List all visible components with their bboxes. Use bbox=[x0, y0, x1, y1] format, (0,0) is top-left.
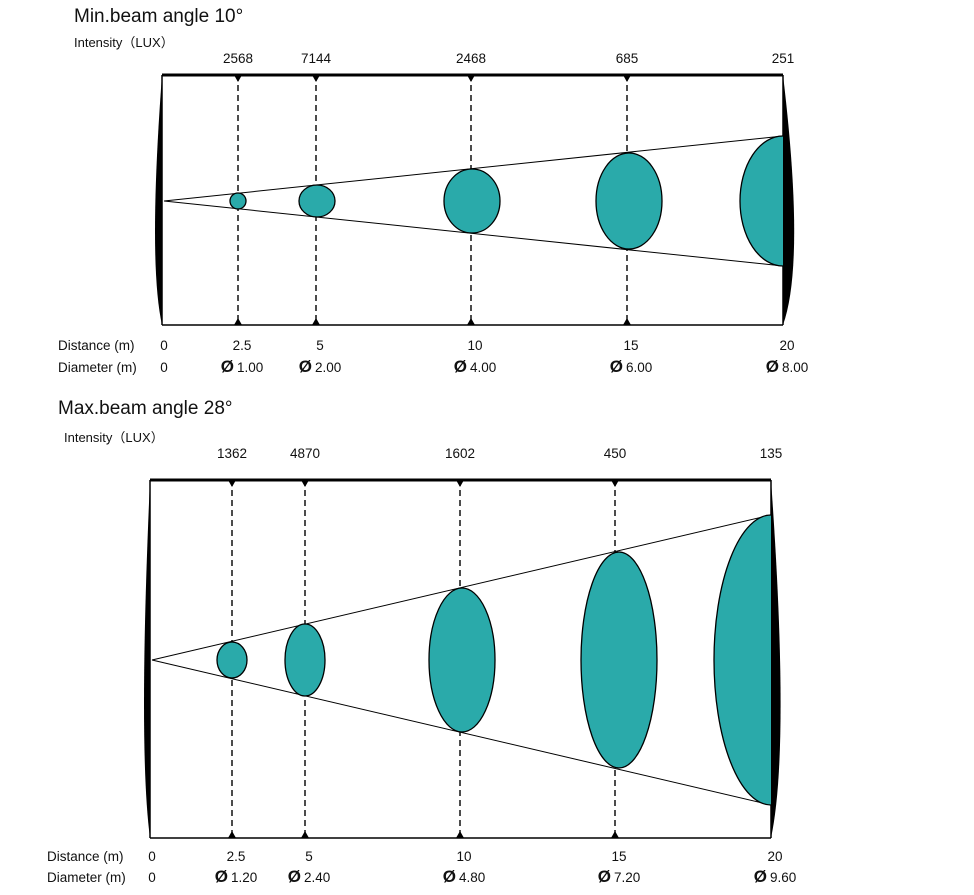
marker-triangle-bottom bbox=[611, 831, 619, 838]
marker-triangle-top bbox=[312, 75, 320, 82]
panel-title: Max.beam angle 28° bbox=[58, 398, 232, 419]
beam-spot bbox=[580, 551, 658, 769]
distance-value: 10 bbox=[456, 849, 471, 864]
diameter-number: 9.60 bbox=[770, 870, 796, 885]
beam-spot bbox=[216, 641, 248, 679]
distance-origin: 0 bbox=[160, 338, 168, 353]
diameter-value: Ø 9.60 bbox=[754, 867, 797, 886]
distance-value: 10 bbox=[467, 338, 482, 353]
marker-triangle-top bbox=[623, 75, 631, 82]
panel-max-beam bbox=[144, 478, 781, 839]
diameter-origin: 0 bbox=[148, 870, 156, 885]
intensity-value: 450 bbox=[604, 446, 627, 461]
intensity-label: Intensity（LUX） bbox=[74, 35, 174, 50]
diameter-symbol: Ø bbox=[598, 867, 611, 886]
right-light-curve bbox=[783, 75, 795, 325]
diameter-label: Diameter (m) bbox=[58, 360, 137, 375]
distance-label: Distance (m) bbox=[58, 338, 135, 353]
panel-min-beam bbox=[155, 73, 795, 326]
diameter-value: Ø 1.20 bbox=[215, 867, 258, 886]
diameter-value: Ø 2.40 bbox=[288, 867, 331, 886]
diameter-value: Ø 4.00 bbox=[454, 357, 497, 376]
intensity-value: 2468 bbox=[456, 51, 486, 66]
diameter-value: Ø 8.00 bbox=[766, 357, 809, 376]
diameter-value: Ø 7.20 bbox=[598, 867, 641, 886]
beam-spot bbox=[595, 152, 663, 250]
intensity-value: 135 bbox=[760, 446, 783, 461]
diameter-symbol: Ø bbox=[215, 867, 228, 886]
marker-triangle-top bbox=[456, 480, 464, 487]
beam-spot bbox=[298, 184, 336, 218]
intensity-label: Intensity（LUX） bbox=[64, 430, 164, 445]
marker-triangle-bottom bbox=[623, 318, 631, 325]
right-light-curve bbox=[771, 480, 781, 838]
marker-triangle-bottom bbox=[312, 318, 320, 325]
intensity-value: 1362 bbox=[217, 446, 247, 461]
diameter-number: 7.20 bbox=[614, 870, 640, 885]
intensity-value: 4870 bbox=[290, 446, 320, 461]
diameter-value: Ø 4.80 bbox=[443, 867, 486, 886]
diameter-number: 2.40 bbox=[304, 870, 330, 885]
intensity-value: 251 bbox=[772, 51, 795, 66]
diameter-number: 2.00 bbox=[315, 360, 341, 375]
beam-spot bbox=[713, 514, 771, 806]
diameter-symbol: Ø bbox=[299, 357, 312, 376]
left-light-curve bbox=[155, 75, 162, 325]
beam-spot bbox=[428, 587, 496, 733]
marker-triangle-top bbox=[301, 480, 309, 487]
diameter-symbol: Ø bbox=[454, 357, 467, 376]
marker-triangle-top bbox=[228, 480, 236, 487]
intensity-value: 2568 bbox=[223, 51, 253, 66]
distance-label: Distance (m) bbox=[47, 849, 124, 864]
diameter-label: Diameter (m) bbox=[47, 870, 126, 885]
diameter-symbol: Ø bbox=[754, 867, 767, 886]
diameter-number: 1.00 bbox=[237, 360, 263, 375]
diameter-symbol: Ø bbox=[610, 357, 623, 376]
distance-value: 2.5 bbox=[233, 338, 252, 353]
marker-triangle-top bbox=[611, 480, 619, 487]
diameter-symbol: Ø bbox=[766, 357, 779, 376]
beam-spot bbox=[739, 135, 783, 267]
panel-title: Min.beam angle 10° bbox=[74, 6, 243, 27]
distance-value: 20 bbox=[767, 849, 782, 864]
intensity-value: 1602 bbox=[445, 446, 475, 461]
diameter-symbol: Ø bbox=[221, 357, 234, 376]
diameter-value: Ø 6.00 bbox=[610, 357, 653, 376]
marker-triangle-top bbox=[234, 75, 242, 82]
distance-value: 5 bbox=[316, 338, 324, 353]
diameter-number: 8.00 bbox=[782, 360, 808, 375]
diameter-symbol: Ø bbox=[288, 867, 301, 886]
left-light-curve bbox=[144, 480, 150, 838]
distance-value: 2.5 bbox=[227, 849, 246, 864]
beam-spot bbox=[443, 168, 501, 234]
marker-triangle-bottom bbox=[234, 318, 242, 325]
marker-triangle-top bbox=[467, 75, 475, 82]
distance-origin: 0 bbox=[148, 849, 156, 864]
diameter-symbol: Ø bbox=[443, 867, 456, 886]
marker-triangle-bottom bbox=[228, 831, 236, 838]
diameter-value: Ø 2.00 bbox=[299, 357, 342, 376]
intensity-value: 685 bbox=[616, 51, 639, 66]
diameter-value: Ø 1.00 bbox=[221, 357, 264, 376]
marker-triangle-bottom bbox=[467, 318, 475, 325]
distance-value: 15 bbox=[623, 338, 638, 353]
beam-spot bbox=[229, 192, 247, 210]
diameter-number: 4.80 bbox=[459, 870, 485, 885]
diameter-number: 4.00 bbox=[470, 360, 496, 375]
intensity-value: 7144 bbox=[301, 51, 332, 66]
diameter-origin: 0 bbox=[160, 360, 168, 375]
distance-value: 20 bbox=[779, 338, 794, 353]
distance-value: 5 bbox=[305, 849, 313, 864]
diameter-number: 6.00 bbox=[626, 360, 652, 375]
beam-spot bbox=[284, 623, 326, 697]
marker-triangle-bottom bbox=[301, 831, 309, 838]
distance-value: 15 bbox=[611, 849, 626, 864]
marker-triangle-bottom bbox=[456, 831, 464, 838]
diameter-number: 1.20 bbox=[231, 870, 257, 885]
